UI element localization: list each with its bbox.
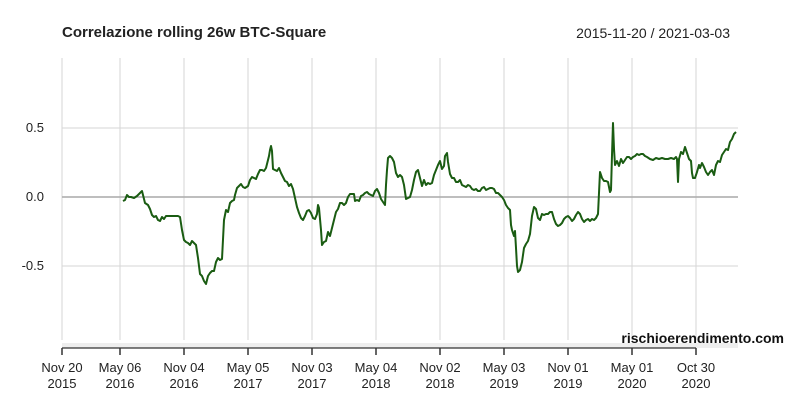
x-tick-label: Nov 02: [419, 360, 460, 375]
x-tick-label: Oct 30: [677, 360, 715, 375]
x-axis-labels: Nov 20 2015 May 06 2016 Nov 04 2016 May …: [41, 360, 715, 391]
x-tick-year: 2018: [426, 376, 455, 391]
vertical-gridlines: [61, 58, 697, 340]
x-tick-year: 2019: [490, 376, 519, 391]
watermark: rischioerendimento.com: [621, 330, 784, 346]
x-axis-ticks: [61, 348, 697, 355]
y-tick-label: 0.5: [26, 120, 44, 135]
x-tick-label: May 01: [611, 360, 654, 375]
y-tick-label: 0.0: [26, 189, 44, 204]
x-tick-label: Nov 04: [163, 360, 204, 375]
x-tick-year: 2015: [48, 376, 77, 391]
minor-ticks-band: [62, 343, 738, 348]
x-tick-label: Nov 03: [291, 360, 332, 375]
x-tick-label: May 03: [483, 360, 526, 375]
x-tick-label: Nov 01: [547, 360, 588, 375]
x-tick-year: 2020: [682, 376, 711, 391]
y-tick-label: -0.5: [22, 258, 44, 273]
x-tick-label: Nov 20: [41, 360, 82, 375]
x-tick-label: May 05: [227, 360, 270, 375]
chart-title: Correlazione rolling 26w BTC-Square: [62, 24, 327, 41]
x-tick-label: May 06: [99, 360, 142, 375]
x-tick-year: 2016: [106, 376, 135, 391]
x-tick-label: May 04: [355, 360, 398, 375]
x-tick-year: 2017: [298, 376, 327, 391]
x-tick-year: 2019: [554, 376, 583, 391]
x-tick-year: 2020: [618, 376, 647, 391]
correlation-line: [122, 122, 737, 285]
x-tick-year: 2018: [362, 376, 391, 391]
x-tick-year: 2016: [170, 376, 199, 391]
date-range: 2015-11-20 / 2021-03-03: [576, 25, 730, 41]
horizontal-gridlines: [62, 127, 738, 267]
x-tick-year: 2017: [234, 376, 263, 391]
y-axis-labels: 0.5 0.0 -0.5: [22, 120, 44, 273]
